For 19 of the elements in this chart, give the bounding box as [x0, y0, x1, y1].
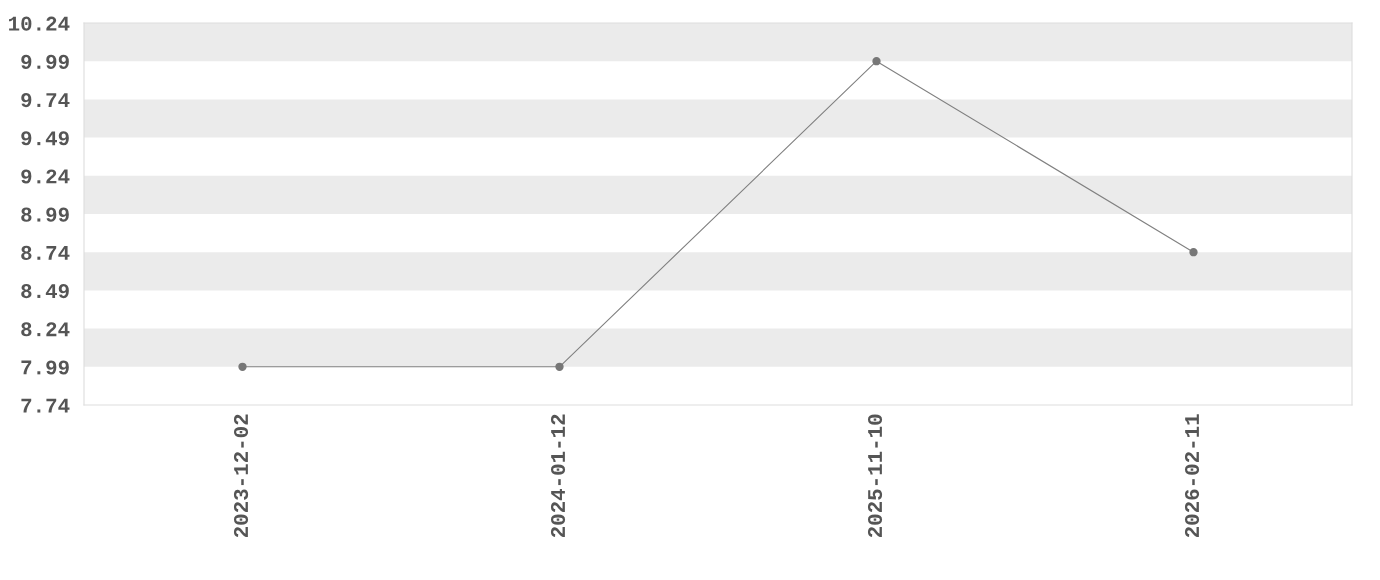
y-tick-label: 10.24 — [9, 16, 70, 31]
x-tick-label: 2023-12-02 — [233, 414, 249, 538]
y-tick-label: 8.99 — [21, 207, 69, 222]
x-tick-label: 2025-11-10 — [867, 414, 883, 538]
y-tick-label: 9.24 — [21, 169, 70, 184]
point — [555, 362, 564, 371]
x-tick-label: 2024-01-12 — [550, 414, 566, 538]
point — [872, 57, 881, 66]
y-tick-label: 7.99 — [21, 360, 69, 375]
point — [238, 362, 247, 371]
y-tick-label: 8.74 — [21, 245, 70, 260]
y-tick-label: 9.99 — [21, 54, 69, 69]
y-tick-label: 8.24 — [21, 322, 70, 337]
x-tick-label: 2026-02-11 — [1184, 414, 1200, 538]
y-tick-label: 9.49 — [21, 131, 69, 146]
point — [1189, 248, 1198, 257]
y-tick-label: 8.49 — [21, 284, 69, 299]
y-tick-label: 7.74 — [21, 398, 70, 413]
y-tick-label: 9.74 — [21, 93, 70, 108]
